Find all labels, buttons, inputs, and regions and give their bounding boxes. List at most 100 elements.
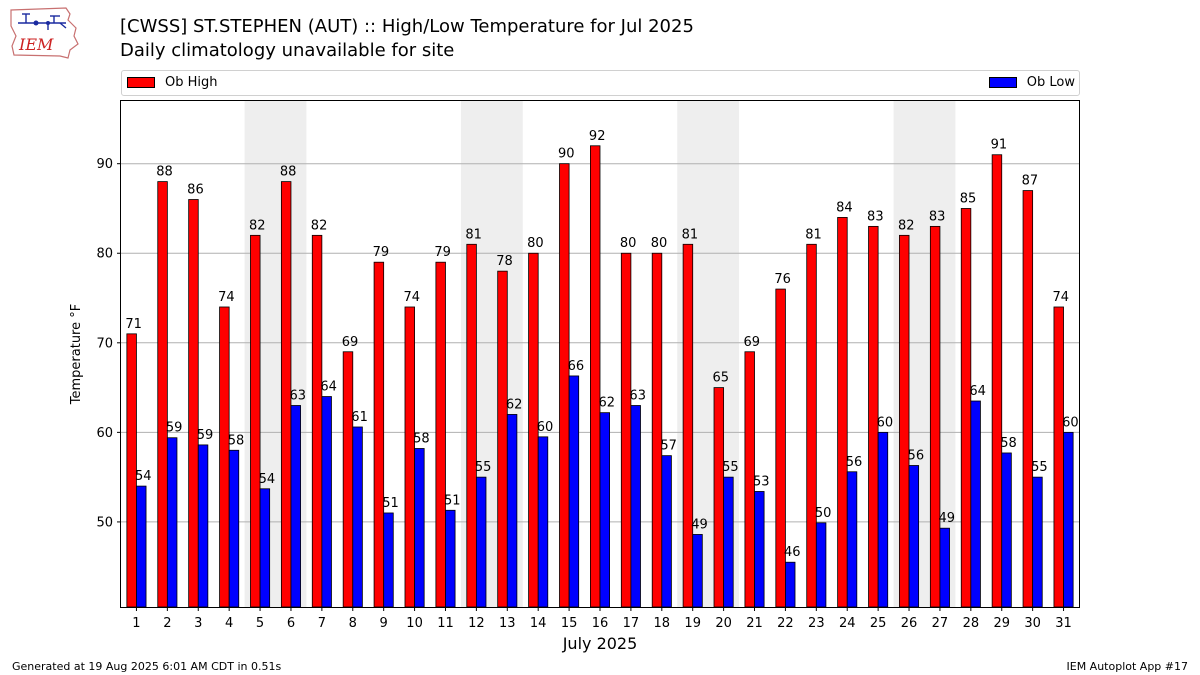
data-label-high-day-19: 81 — [682, 227, 699, 242]
data-label-high-day-10: 74 — [404, 290, 421, 305]
bar-low-day-25 — [877, 431, 889, 608]
x-tick-label-18: 18 — [654, 616, 671, 631]
data-label-low-day-22: 46 — [784, 545, 801, 560]
bar-high-day-27 — [929, 225, 941, 608]
data-label-high-day-5: 82 — [249, 218, 266, 233]
bar-low-day-7 — [321, 396, 332, 608]
bar-high-day-5 — [250, 234, 261, 608]
data-label-high-day-6: 88 — [280, 165, 297, 180]
x-tick-label-13: 13 — [499, 616, 516, 631]
y-tick-label-70: 70 — [96, 336, 113, 351]
x-tick-label-20: 20 — [715, 616, 732, 631]
bar-low-day-8 — [352, 426, 363, 608]
x-tick-label-24: 24 — [839, 616, 856, 631]
data-label-high-day-15: 90 — [558, 147, 575, 162]
bar-low-day-12 — [475, 476, 487, 608]
bar-high-day-29 — [991, 154, 1003, 608]
x-tick-label-2: 2 — [163, 616, 171, 631]
data-label-high-day-2: 88 — [156, 165, 173, 180]
bar-low-day-24 — [846, 471, 858, 608]
data-label-low-day-5: 54 — [259, 472, 276, 487]
y-tick-label-50: 50 — [96, 515, 113, 530]
data-label-low-day-6: 63 — [289, 388, 306, 403]
bar-high-day-26 — [899, 234, 910, 608]
data-label-low-day-19: 49 — [691, 517, 708, 532]
data-label-low-day-28: 64 — [969, 384, 986, 399]
bar-low-day-18 — [661, 455, 672, 608]
x-tick-label-25: 25 — [870, 616, 887, 631]
bar-low-day-11 — [445, 509, 456, 608]
x-tick-label-30: 30 — [1024, 616, 1041, 631]
bar-high-day-7 — [311, 234, 323, 608]
bar-low-day-28 — [970, 400, 981, 608]
data-label-high-day-11: 79 — [434, 245, 451, 260]
chart-legend: Ob High Ob Low — [121, 70, 1080, 96]
data-label-high-day-8: 69 — [342, 335, 359, 350]
bar-high-day-28 — [960, 208, 972, 608]
legend-item-high: Ob High — [127, 75, 218, 90]
bar-low-day-27 — [939, 527, 950, 608]
y-tick-label-80: 80 — [96, 247, 113, 262]
bar-high-day-19 — [682, 243, 694, 608]
data-label-low-day-1: 54 — [135, 469, 152, 484]
data-label-low-day-24: 56 — [846, 455, 863, 470]
x-tick-label-1: 1 — [132, 616, 140, 631]
data-label-low-day-13: 62 — [506, 397, 523, 412]
bar-low-day-21 — [754, 491, 765, 608]
data-label-low-day-25: 60 — [877, 415, 894, 430]
data-label-low-day-14: 60 — [537, 420, 554, 435]
data-label-high-day-29: 91 — [991, 138, 1008, 153]
bar-low-day-1 — [136, 485, 147, 608]
data-label-low-day-21: 53 — [753, 474, 770, 489]
bar-high-day-24 — [837, 217, 848, 608]
x-tick-label-17: 17 — [623, 616, 640, 631]
x-tick-label-11: 11 — [437, 616, 454, 631]
bar-high-day-12 — [466, 243, 477, 608]
data-label-high-day-3: 86 — [187, 183, 204, 198]
x-tick-label-9: 9 — [380, 616, 388, 631]
data-label-low-day-27: 49 — [938, 511, 955, 526]
x-tick-label-4: 4 — [225, 616, 233, 631]
data-label-low-day-2: 59 — [166, 421, 183, 436]
bar-high-day-30 — [1022, 190, 1034, 608]
data-label-high-day-14: 80 — [527, 236, 544, 251]
data-label-low-day-7: 64 — [320, 380, 337, 395]
data-label-high-day-17: 80 — [620, 236, 637, 251]
bar-high-day-31 — [1053, 306, 1064, 608]
bar-low-day-3 — [197, 444, 209, 608]
data-label-low-day-18: 57 — [660, 439, 677, 454]
legend-swatch-low — [988, 77, 1017, 88]
bar-high-day-8 — [342, 351, 354, 608]
data-label-high-day-4: 74 — [218, 290, 235, 305]
bar-high-day-2 — [157, 181, 168, 608]
bar-high-day-18 — [651, 252, 663, 608]
bar-high-day-20 — [713, 387, 725, 608]
iem-logo: IEM — [8, 6, 82, 60]
bar-high-day-17 — [620, 252, 632, 608]
data-label-high-day-9: 79 — [373, 245, 390, 260]
y-axis-label: Temperature °F — [69, 304, 84, 405]
data-label-high-day-13: 78 — [496, 254, 513, 269]
data-label-high-day-1: 71 — [125, 317, 142, 332]
x-tick-label-7: 7 — [318, 616, 326, 631]
data-label-high-day-30: 87 — [1022, 174, 1039, 189]
x-axis-label: July 2025 — [562, 634, 638, 653]
bar-low-day-4 — [228, 449, 240, 608]
bar-low-day-23 — [815, 522, 827, 608]
svg-text:IEM: IEM — [18, 35, 54, 54]
data-label-low-day-8: 61 — [351, 410, 368, 425]
y-tick-label-90: 90 — [96, 157, 113, 172]
data-label-low-day-31: 60 — [1062, 415, 1079, 430]
x-tick-label-3: 3 — [194, 616, 202, 631]
x-tick-label-22: 22 — [777, 616, 794, 631]
footer-app-text: IEM Autoplot App #17 — [1066, 660, 1189, 673]
bar-low-day-6 — [290, 405, 301, 608]
data-label-low-day-29: 58 — [1000, 436, 1017, 451]
bar-low-day-19 — [692, 534, 703, 608]
bar-high-day-3 — [188, 199, 199, 608]
data-label-high-day-18: 80 — [651, 236, 668, 251]
bar-high-day-10 — [404, 306, 415, 608]
data-label-low-day-4: 58 — [228, 433, 245, 448]
x-tick-label-8: 8 — [349, 616, 357, 631]
